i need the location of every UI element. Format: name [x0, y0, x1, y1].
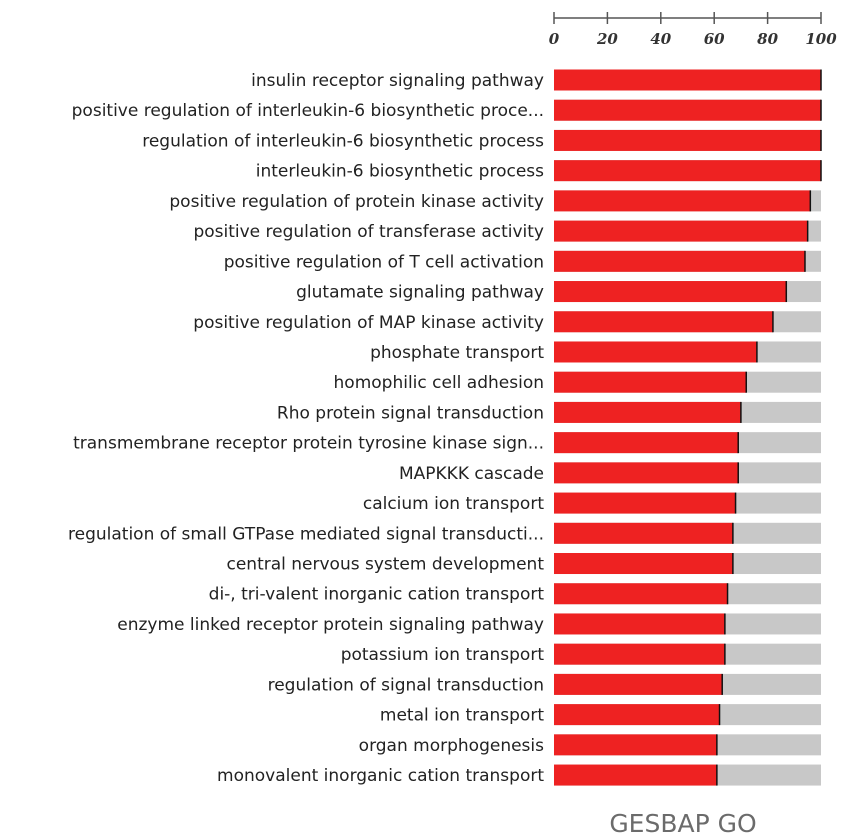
category-label: positive regulation of transferase activ…: [193, 222, 544, 242]
category-label: regulation of interleukin-6 biosynthetic…: [142, 131, 544, 151]
category-label: positive regulation of T cell activation: [224, 252, 544, 272]
bar: [554, 734, 717, 756]
category-label: homophilic cell adhesion: [334, 373, 544, 393]
category-label: monovalent inorganic cation transport: [217, 766, 544, 786]
x-tick-label: 60: [704, 30, 725, 48]
bar: [554, 311, 773, 333]
category-label: di-, tri-valent inorganic cation transpo…: [209, 585, 545, 605]
x-axis: 0 20 40 60 80 100: [549, 12, 837, 48]
bar: [554, 462, 739, 484]
x-tick-label: 80: [757, 30, 778, 48]
bar: [554, 281, 787, 303]
category-label: transmembrane receptor protein tyrosine …: [73, 434, 544, 454]
category-label: MAPKKK cascade: [399, 464, 544, 484]
x-tick-label: 100: [805, 30, 837, 48]
bar: [554, 673, 723, 695]
bar: [554, 401, 741, 423]
category-label: regulation of signal transduction: [268, 675, 544, 695]
bar: [554, 220, 808, 242]
bar: [554, 522, 733, 544]
bar: [554, 160, 821, 182]
chart-title: GESBAP GO: [609, 809, 756, 835]
bar: [554, 190, 811, 212]
category-label: positive regulation of protein kinase ac…: [169, 192, 544, 212]
bar: [554, 613, 725, 635]
category-label: potassium ion transport: [341, 645, 545, 665]
category-label: Rho protein signal transduction: [277, 403, 544, 423]
bar: [554, 250, 805, 272]
x-tick-label: 0: [549, 30, 560, 48]
category-label: regulation of small GTPase mediated sign…: [68, 524, 544, 544]
bar: [554, 69, 821, 91]
category-label: positive regulation of interleukin-6 bio…: [72, 101, 544, 121]
bar: [554, 129, 821, 151]
category-label: glutamate signaling pathway: [296, 283, 544, 303]
category-label: enzyme linked receptor protein signaling…: [117, 615, 544, 635]
x-tick-label: 20: [596, 30, 618, 48]
bar: [554, 99, 821, 121]
bar: [554, 704, 720, 726]
bar: [554, 492, 736, 514]
bar: [554, 371, 747, 393]
category-label: positive regulation of MAP kinase activi…: [193, 313, 544, 333]
category-label: phosphate transport: [370, 343, 544, 363]
bar: [554, 553, 733, 575]
bar: [554, 341, 757, 363]
bar: [554, 643, 725, 665]
category-label: calcium ion transport: [363, 494, 544, 514]
category-label: central nervous system development: [226, 555, 544, 575]
bar: [554, 432, 739, 454]
bar-group: [554, 69, 822, 786]
category-labels: insulin receptor signaling pathway positi…: [68, 71, 544, 786]
category-label: metal ion transport: [380, 706, 544, 726]
x-tick-label: 40: [650, 30, 671, 48]
category-label: interleukin-6 biosynthetic process: [256, 162, 544, 182]
bar: [554, 583, 728, 605]
bar: [554, 764, 717, 786]
category-label: organ morphogenesis: [359, 736, 544, 756]
category-label: insulin receptor signaling pathway: [251, 71, 544, 91]
